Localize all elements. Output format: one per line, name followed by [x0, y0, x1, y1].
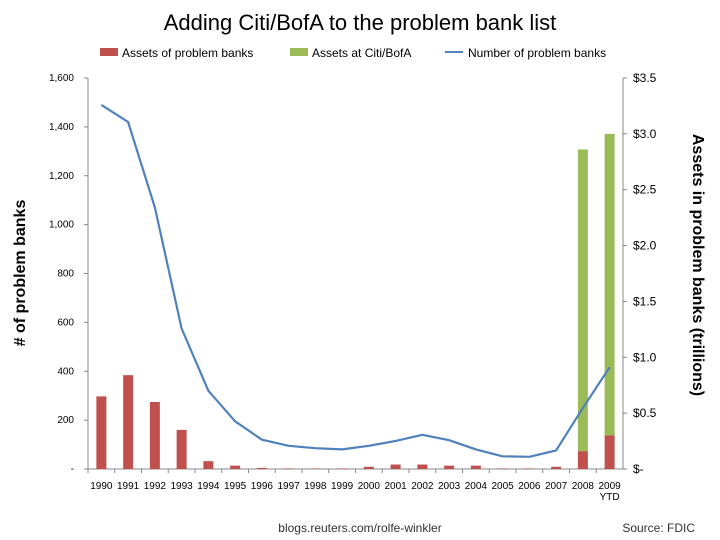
- x-tick-label: 2006: [518, 481, 541, 492]
- x-tick-label: 2001: [385, 481, 408, 492]
- line-number-of-problem-banks: [100, 103, 611, 458]
- x-tick-label: 2007: [545, 481, 568, 492]
- left-tick-label: 400: [57, 366, 74, 377]
- x-tick-label: 1999: [331, 481, 354, 492]
- bar-assets-problem-banks: [283, 468, 294, 469]
- bar-assets-problem-banks: [123, 375, 134, 469]
- left-tick-label: 1,400: [49, 122, 74, 133]
- plot-area: - 200 400 600 800 1,000 1,200 1,400 1,600 $- $0.5 $…: [49, 71, 657, 503]
- footer-credit: blogs.reuters.com/rolfe-winkler: [278, 521, 441, 535]
- x-tick-label: 1992: [144, 481, 167, 492]
- x-tick-label: 1995: [224, 481, 247, 492]
- bar-assets-problem-banks: [337, 468, 348, 469]
- x-tick-label: 2003: [438, 481, 461, 492]
- bar-assets-problem-banks: [497, 468, 508, 469]
- x-tick-label: 2002: [411, 481, 434, 492]
- x-tick-label: 2009: [599, 481, 622, 492]
- x-tick-label: 2005: [492, 481, 515, 492]
- footer-source: Source: FDIC: [622, 521, 695, 535]
- left-tick-label: 200: [57, 415, 74, 426]
- chart-title: Adding Citi/BofA to the problem bank lis…: [164, 10, 557, 35]
- x-tick-label: 1991: [117, 481, 140, 492]
- bar-assets-problem-banks: [390, 464, 401, 469]
- legend-label-count: Number of problem banks: [468, 46, 606, 60]
- x-tick-sublabel: YTD: [600, 492, 620, 503]
- left-tick-label: 1,200: [49, 171, 74, 182]
- bar-assets-problem-banks: [524, 468, 535, 469]
- right-tick-label: $1.5: [633, 294, 657, 308]
- right-axis-label: Assets in problem banks (trillions): [689, 134, 706, 396]
- legend-swatch-assets: [100, 48, 118, 56]
- right-tick-label: $2.5: [633, 183, 657, 197]
- x-tick-label: 2008: [572, 481, 595, 492]
- bar-assets-problem-banks: [604, 435, 615, 469]
- right-tick-label: $0.5: [633, 406, 657, 420]
- left-axis-label: # of problem banks: [12, 200, 29, 347]
- x-tick-label: 2000: [358, 481, 381, 492]
- bar-assets-problem-banks: [149, 401, 160, 469]
- bar-assets-problem-banks: [444, 465, 455, 469]
- bar-assets-citi-bofa: [577, 149, 588, 452]
- x-tick-label: 2004: [465, 481, 488, 492]
- left-tick-label: 600: [57, 317, 74, 328]
- bar-assets-problem-banks: [230, 465, 241, 469]
- legend-swatch-citi: [290, 48, 308, 56]
- right-tick-label: $2.0: [633, 239, 657, 253]
- bar-assets-problem-banks: [470, 465, 481, 469]
- bar-assets-problem-banks: [577, 451, 588, 469]
- right-tick-label: $3.5: [633, 71, 657, 85]
- legend-label-assets: Assets of problem banks: [122, 46, 253, 60]
- right-tick-label: $1.0: [633, 350, 657, 364]
- bar-assets-problem-banks: [551, 466, 562, 469]
- x-tick-label: 1990: [90, 481, 113, 492]
- bar-assets-problem-banks: [256, 467, 267, 469]
- right-tick-label: $3.0: [633, 127, 657, 141]
- legend: Assets of problem banks Assets at Citi/B…: [100, 46, 606, 60]
- x-tick-label: 1996: [251, 481, 274, 492]
- bar-assets-citi-bofa: [604, 133, 615, 436]
- bar-assets-problem-banks: [363, 466, 374, 469]
- bar-assets-problem-banks: [417, 464, 428, 469]
- x-tick-label: 1993: [171, 481, 194, 492]
- left-tick-label: 1,000: [49, 220, 74, 231]
- left-tick-label: 1,600: [49, 73, 74, 84]
- left-tick-label: 800: [57, 269, 74, 280]
- x-tick-label: 1997: [278, 481, 301, 492]
- left-tick-label: -: [71, 464, 74, 475]
- x-tick-label: 1994: [197, 481, 220, 492]
- x-tick-label: 1998: [304, 481, 327, 492]
- right-tick-label: $-: [633, 462, 644, 476]
- bar-assets-problem-banks: [310, 468, 321, 469]
- bar-assets-problem-banks: [96, 396, 107, 469]
- bar-assets-problem-banks: [203, 461, 214, 469]
- legend-label-citi: Assets at Citi/BofA: [312, 46, 411, 60]
- bar-assets-problem-banks: [176, 429, 187, 469]
